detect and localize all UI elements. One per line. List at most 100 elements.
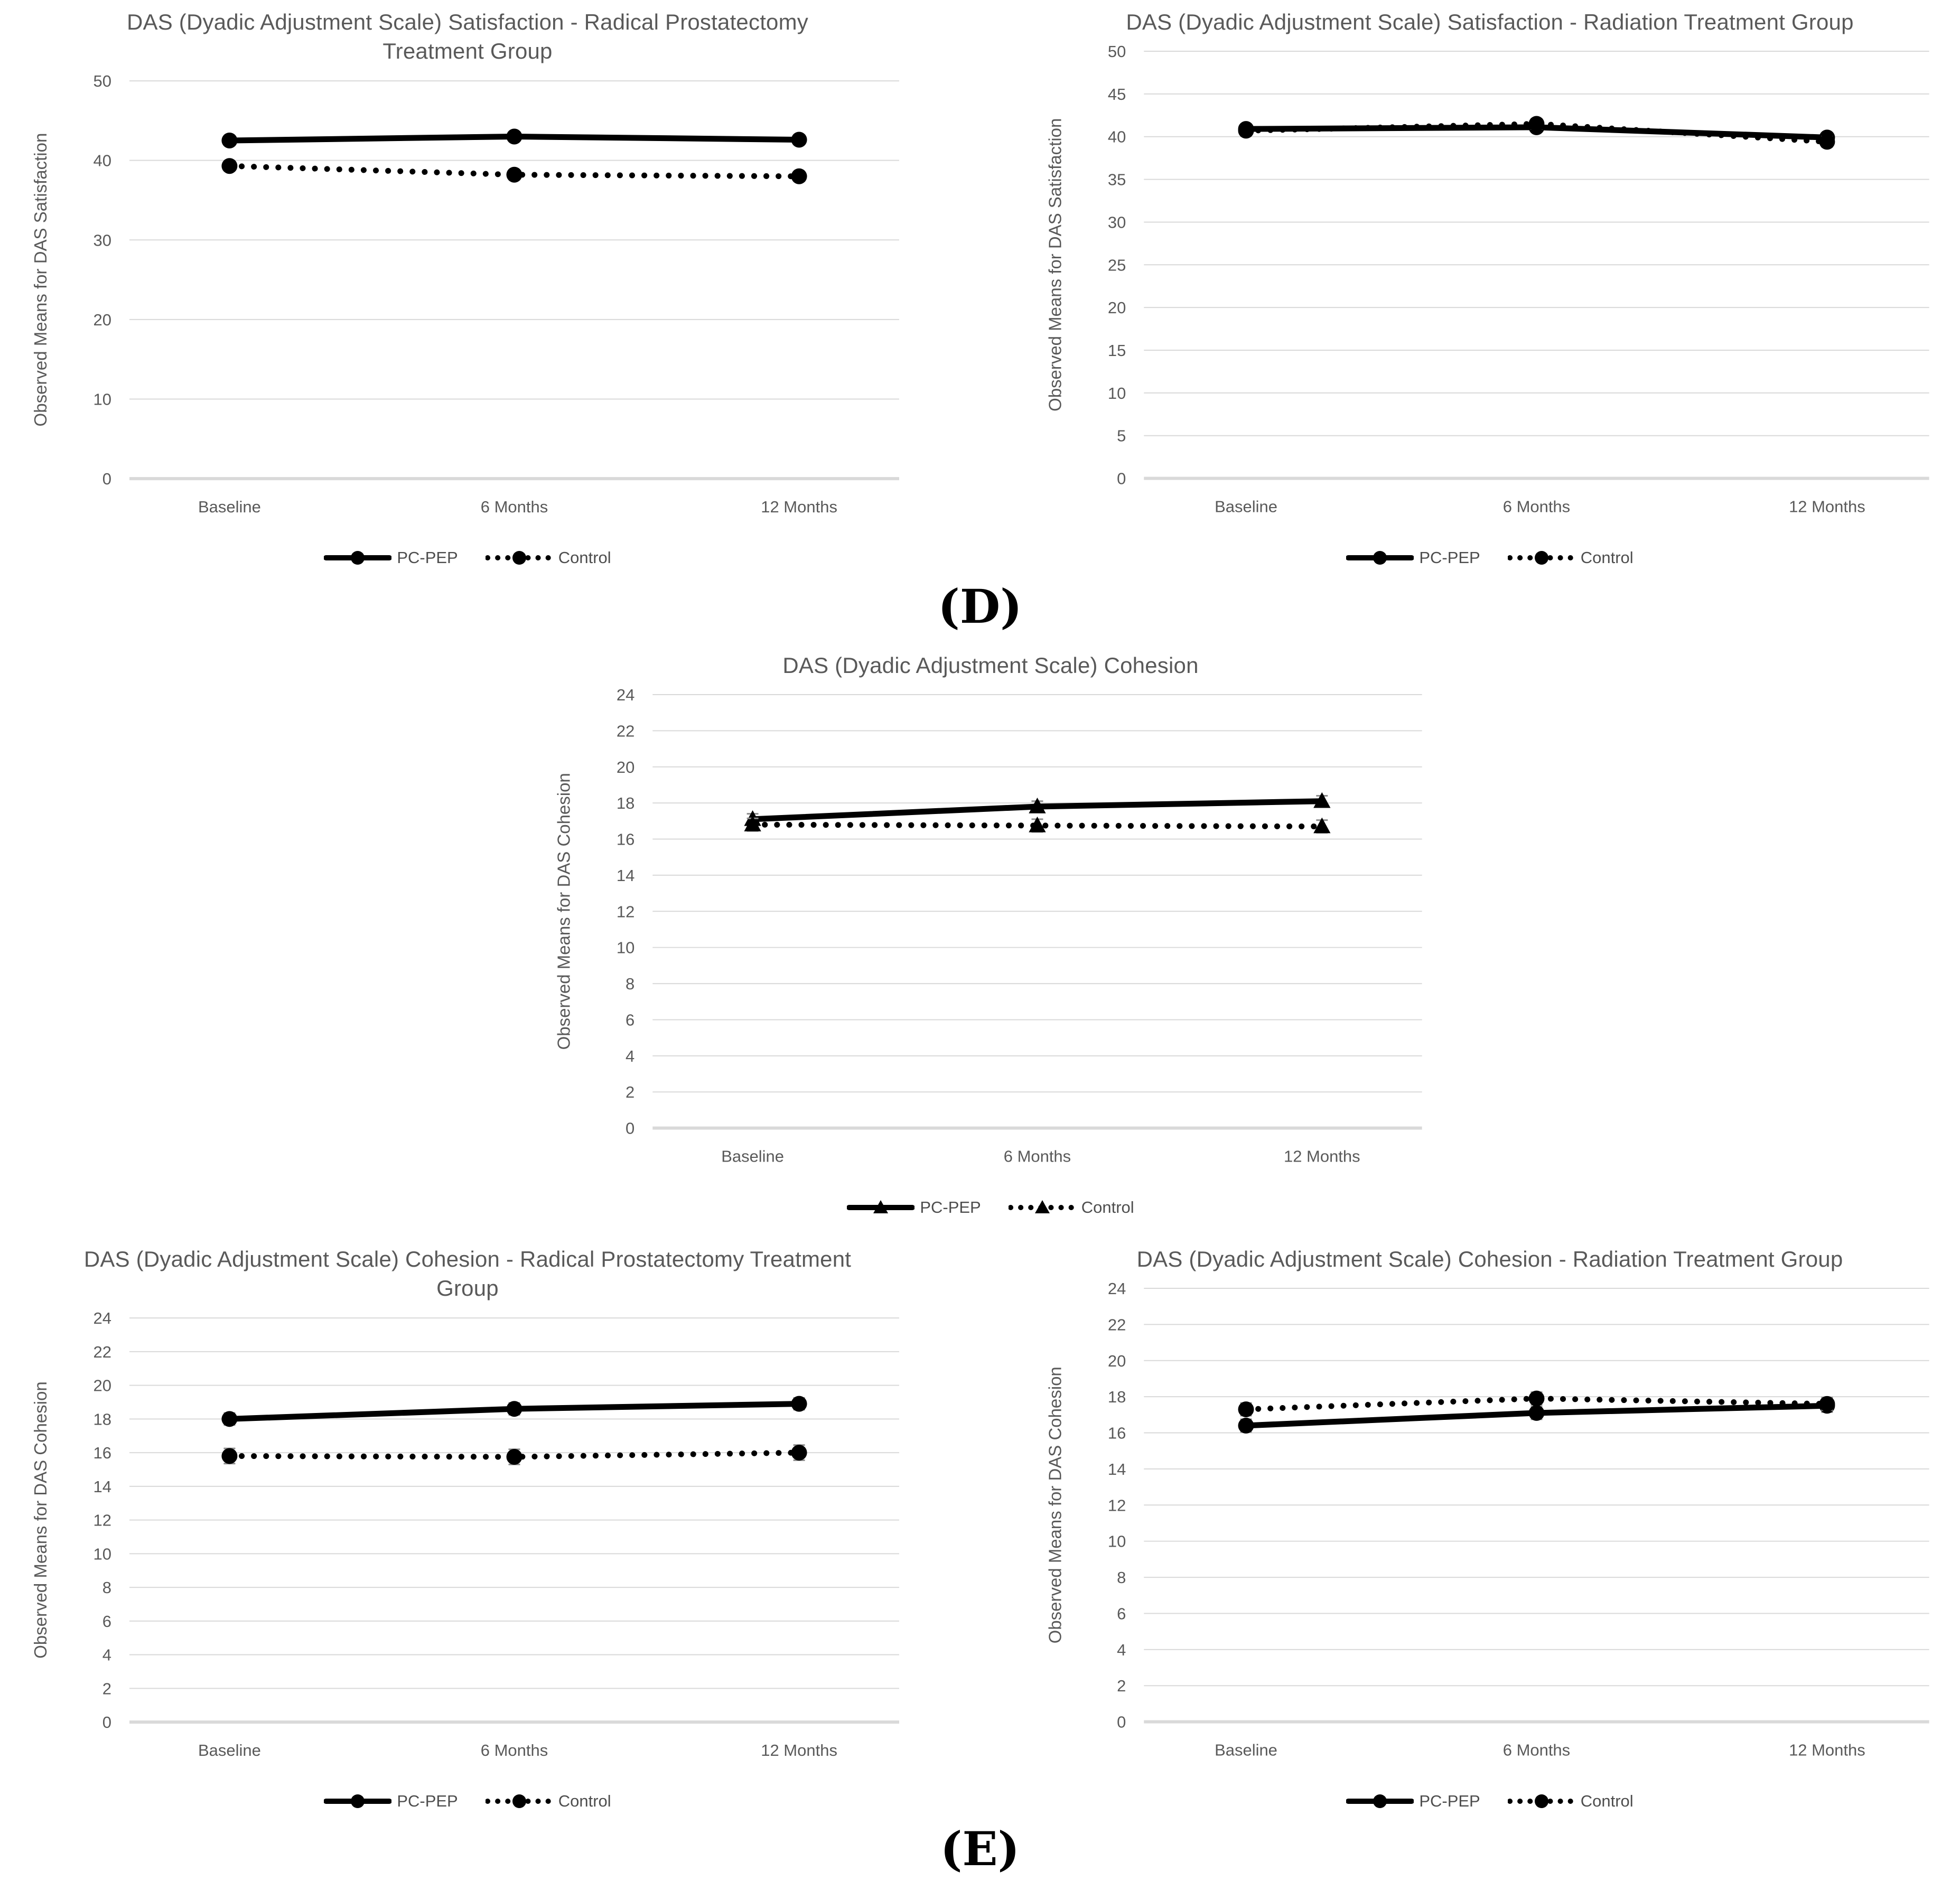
svg-text:6 Months: 6 Months (1503, 1741, 1570, 1760)
svg-text:30: 30 (1108, 213, 1126, 232)
series-pc-pep (221, 1396, 807, 1427)
legend-label: PC-PEP (1419, 1792, 1480, 1810)
svg-text:20: 20 (94, 1376, 111, 1395)
legend-item-control: Control (1507, 548, 1634, 567)
y-axis-title: Observed Means for DAS Cohesion (554, 773, 573, 1050)
svg-text:2: 2 (1117, 1677, 1126, 1696)
svg-text:20: 20 (1108, 1352, 1126, 1370)
svg-text:10: 10 (617, 939, 634, 957)
svg-text:50: 50 (94, 72, 111, 90)
chart-das-satisfaction-radical-prostatectomy: DAS (Dyadic Adjustment Scale) Satisfacti… (16, 4, 919, 575)
svg-text:50: 50 (1108, 42, 1126, 61)
svg-text:24: 24 (94, 1309, 111, 1327)
legend-label: Control (558, 1792, 611, 1810)
legend-item-pcpep: PC-PEP (324, 1792, 458, 1811)
dotted-line-sample-icon (1008, 1200, 1076, 1213)
svg-text:40: 40 (1108, 128, 1126, 146)
svg-text:Baseline: Baseline (198, 498, 261, 516)
series-control (1238, 1391, 1835, 1418)
svg-text:45: 45 (1108, 85, 1126, 104)
svg-text:0: 0 (102, 1713, 111, 1732)
svg-text:12 Months: 12 Months (1789, 498, 1865, 516)
legend: PC-PEP Control (1030, 541, 1949, 575)
dotted-line-sample-icon (485, 551, 553, 565)
panel-label-e: (E) (940, 1821, 1020, 1876)
legend-item-pcpep: PC-PEP (847, 1198, 981, 1217)
gridlines (1144, 51, 1929, 481)
svg-text:16: 16 (94, 1444, 111, 1462)
svg-text:Baseline: Baseline (1215, 498, 1277, 516)
svg-text:10: 10 (1108, 1532, 1126, 1551)
svg-text:0: 0 (102, 470, 111, 488)
svg-text:15: 15 (1108, 341, 1126, 360)
y-tick-labels: 0 5 10 15 20 25 30 35 40 45 50 (1108, 42, 1126, 488)
svg-text:4: 4 (102, 1645, 111, 1664)
chart-title: DAS (Dyadic Adjustment Scale) Satisfacti… (1126, 10, 1854, 34)
svg-text:22: 22 (617, 722, 634, 741)
panel-label-d: (D) (938, 579, 1022, 634)
gridlines (652, 694, 1422, 1130)
svg-text:0: 0 (1117, 1713, 1126, 1732)
svg-text:18: 18 (1108, 1388, 1126, 1407)
legend-item-control: Control (485, 548, 611, 567)
svg-text:5: 5 (1117, 427, 1126, 445)
svg-text:18: 18 (94, 1410, 111, 1428)
legend-label: PC-PEP (397, 548, 458, 567)
solid-line-sample-icon (324, 551, 392, 565)
svg-text:Baseline: Baseline (721, 1147, 784, 1166)
legend-item-control: Control (1008, 1198, 1134, 1217)
dotted-line-sample-icon (1507, 551, 1575, 565)
chart-das-cohesion-radiation: DAS (Dyadic Adjustment Scale) Cohesion -… (1030, 1241, 1949, 1818)
svg-text:8: 8 (626, 975, 634, 994)
svg-text:20: 20 (94, 311, 111, 329)
solid-line-sample-icon (1346, 1794, 1414, 1808)
svg-text:Baseline: Baseline (1215, 1741, 1277, 1760)
svg-text:4: 4 (1117, 1641, 1126, 1659)
series-control (1238, 116, 1835, 150)
chart-das-cohesion-radical-prostatectomy: DAS (Dyadic Adjustment Scale) Cohesion -… (16, 1241, 919, 1818)
svg-text:20: 20 (617, 758, 634, 776)
svg-text:2: 2 (626, 1083, 634, 1102)
legend-item-pcpep: PC-PEP (324, 548, 458, 567)
legend-item-control: Control (485, 1792, 611, 1811)
y-axis-title: Observed Means for DAS Satisfaction (1045, 118, 1065, 411)
legend-item-pcpep: PC-PEP (1346, 1792, 1480, 1811)
legend-label: PC-PEP (397, 1792, 458, 1810)
svg-text:14: 14 (1108, 1460, 1126, 1478)
line-plot: 0 5 10 15 20 25 30 35 40 45 50 Observed Means for D… (1045, 42, 1929, 516)
legend: PC-PEP Control (1030, 1784, 1949, 1818)
svg-text:8: 8 (102, 1578, 111, 1597)
dotted-line-sample-icon (485, 1794, 553, 1808)
y-axis-title: Observed Means for DAS Cohesion (1045, 1367, 1065, 1644)
solid-line-sample-icon (847, 1200, 915, 1213)
svg-text:0: 0 (626, 1119, 634, 1138)
svg-text:10: 10 (94, 1545, 111, 1563)
x-tick-labels: Baseline 6 Months 12 Months (721, 1147, 1360, 1166)
x-tick-labels: Baseline 6 Months 12 Months (1215, 1741, 1865, 1760)
svg-text:30: 30 (94, 231, 111, 249)
series-control (744, 816, 1331, 834)
chart-title: DAS (Dyadic Adjustment Scale) Satisfacti… (126, 10, 809, 64)
svg-text:20: 20 (1108, 299, 1126, 317)
svg-text:12 Months: 12 Months (1284, 1147, 1360, 1166)
legend: PC-PEP Control (16, 541, 919, 575)
svg-text:6 Months: 6 Months (481, 1741, 548, 1760)
svg-text:14: 14 (617, 866, 634, 885)
svg-text:40: 40 (94, 152, 111, 170)
svg-text:14: 14 (94, 1477, 111, 1496)
svg-text:24: 24 (1108, 1279, 1126, 1298)
x-tick-labels: Baseline 6 Months 12 Months (198, 1741, 837, 1760)
series-pc-pep (221, 128, 807, 148)
legend: PC-PEP Control (539, 1191, 1442, 1224)
chart-title: DAS (Dyadic Adjustment Scale) Cohesion (782, 653, 1199, 678)
chart-title: DAS (Dyadic Adjustment Scale) Cohesion -… (1136, 1247, 1843, 1271)
x-tick-labels: Baseline 6 Months 12 Months (1215, 498, 1865, 516)
svg-text:Baseline: Baseline (198, 1741, 261, 1760)
gridlines (129, 80, 899, 480)
svg-text:6: 6 (102, 1612, 111, 1631)
svg-text:12 Months: 12 Months (1789, 1741, 1865, 1760)
x-tick-labels: Baseline 6 Months 12 Months (198, 498, 837, 516)
